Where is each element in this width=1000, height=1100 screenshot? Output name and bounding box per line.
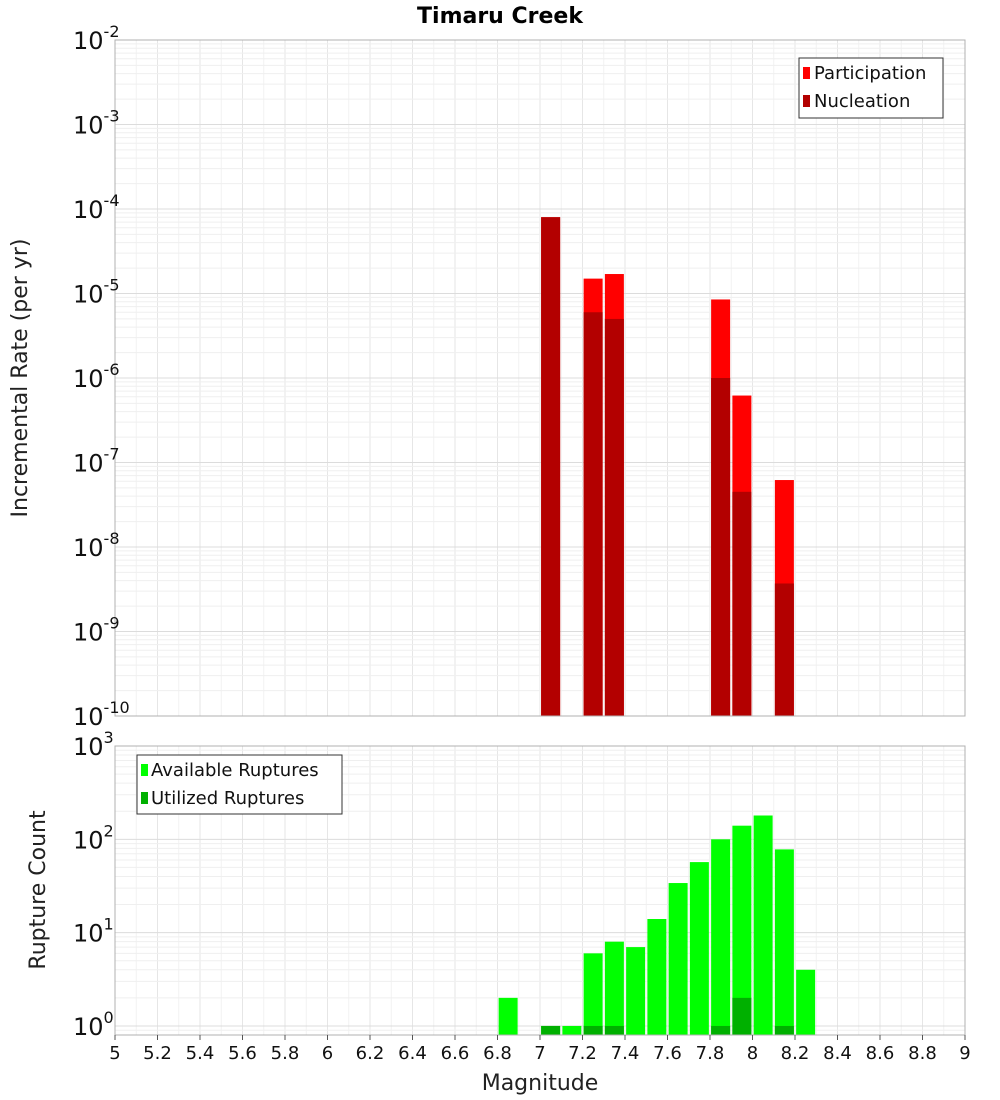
top-y-tick-label: 10-6 [73,360,120,393]
available-ruptures-bar [774,849,794,1035]
bottom-y-tick-label: 100 [73,1008,114,1041]
utilized-ruptures-bar [583,1025,603,1035]
x-tick-label: 7.8 [696,1043,725,1064]
x-ticks: 5 5.2 5.4 5.6 5.8 6 6.2 6.4 6.6 6.8 7 7.2 7.4 7.6 7.8 8… [109,1035,971,1064]
top-y-ticks: 10-10 10-9 10-8 10-7 10-6 10-5 10-4 10-3 10-2 [73,22,130,731]
bottom-y-tick-label: 101 [73,915,114,948]
legend-utilized-label: Utilized Ruptures [151,788,304,809]
x-tick-label: 7.4 [611,1043,640,1064]
x-tick-label: 5.2 [143,1043,172,1064]
nucleation-bar [711,378,731,716]
top-y-tick-label: 10-5 [73,276,120,309]
top-y-tick-label: 10-4 [73,191,120,224]
legend-utilized-swatch [141,792,148,804]
top-y-axis-label: Incremental Rate (per yr) [8,239,33,518]
bottom-y-axis-label: Rupture Count [26,810,51,970]
chart-title: Timaru Creek [417,4,584,29]
x-tick-label: 6.6 [441,1043,470,1064]
x-tick-label: 8.2 [781,1043,810,1064]
top-y-tick-label: 10-9 [73,614,120,647]
x-tick-label: 7.2 [568,1043,597,1064]
x-tick-label: 9 [959,1043,970,1064]
available-ruptures-bar [668,883,688,1035]
available-ruptures-bar [562,1025,582,1035]
available-ruptures-bar [583,953,603,1035]
top-bars [541,217,794,716]
bottom-y-ticks: 100 101 102 103 [73,728,114,1041]
legend-nucleation-swatch [803,95,810,107]
x-tick-label: 5.6 [228,1043,257,1064]
x-tick-label: 5 [109,1043,120,1064]
top-y-tick-label: 10-7 [73,445,120,478]
top-y-tick-label: 10-3 [73,107,120,140]
nucleation-bar [732,491,752,716]
x-tick-label: 6 [322,1043,333,1064]
x-axis-label: Magnitude [482,1071,599,1096]
nucleation-bar [774,583,794,716]
available-ruptures-bar [604,941,624,1035]
top-plot-frame [114,39,966,717]
bottom-bars [498,815,816,1035]
x-tick-label: 6.2 [356,1043,385,1064]
top-legend: Participation Nucleation [798,57,944,119]
available-ruptures-bar [796,969,816,1035]
top-y-tick-label: 10-8 [73,529,120,562]
available-ruptures-bar [626,947,646,1035]
available-ruptures-bar [732,825,752,1035]
nucleation-bar [583,312,603,716]
top-grid [114,39,966,717]
utilized-ruptures-bar [604,1025,624,1035]
x-tick-label: 6.4 [398,1043,427,1064]
bottom-legend-box [136,754,343,815]
bottom-legend: Available Ruptures Utilized Ruptures [136,754,343,815]
legend-available-label: Available Ruptures [151,760,319,781]
bottom-y-tick-label: 103 [73,728,114,761]
legend-participation-label: Participation [814,63,926,84]
available-ruptures-bar [689,862,709,1035]
available-ruptures-bar [753,815,773,1035]
x-tick-label: 8.8 [908,1043,937,1064]
x-tick-label: 8 [747,1043,758,1064]
x-tick-label: 5.8 [271,1043,300,1064]
nucleation-bar [541,217,561,716]
legend-available-swatch [141,764,148,776]
x-tick-label: 7 [534,1043,545,1064]
x-tick-label: 8.4 [823,1043,852,1064]
x-tick-label: 5.4 [186,1043,215,1064]
bottom-y-tick-label: 102 [73,821,114,854]
top-legend-box [798,57,944,119]
legend-participation-swatch [803,67,810,79]
utilized-ruptures-bar [732,997,752,1035]
legend-nucleation-label: Nucleation [814,91,910,112]
top-y-tick-label: 10-10 [73,698,130,731]
top-y-tick-label: 10-2 [73,22,120,55]
available-ruptures-bar [647,919,667,1035]
x-tick-label: 8.6 [866,1043,895,1064]
nucleation-bar [604,318,624,716]
available-ruptures-bar [711,839,731,1035]
available-ruptures-bar [498,997,518,1035]
utilized-ruptures-bar [774,1025,794,1035]
utilized-ruptures-bar [541,1025,561,1035]
utilized-ruptures-bar [711,1025,731,1035]
x-tick-label: 6.8 [483,1043,512,1064]
x-tick-label: 7.6 [653,1043,682,1064]
